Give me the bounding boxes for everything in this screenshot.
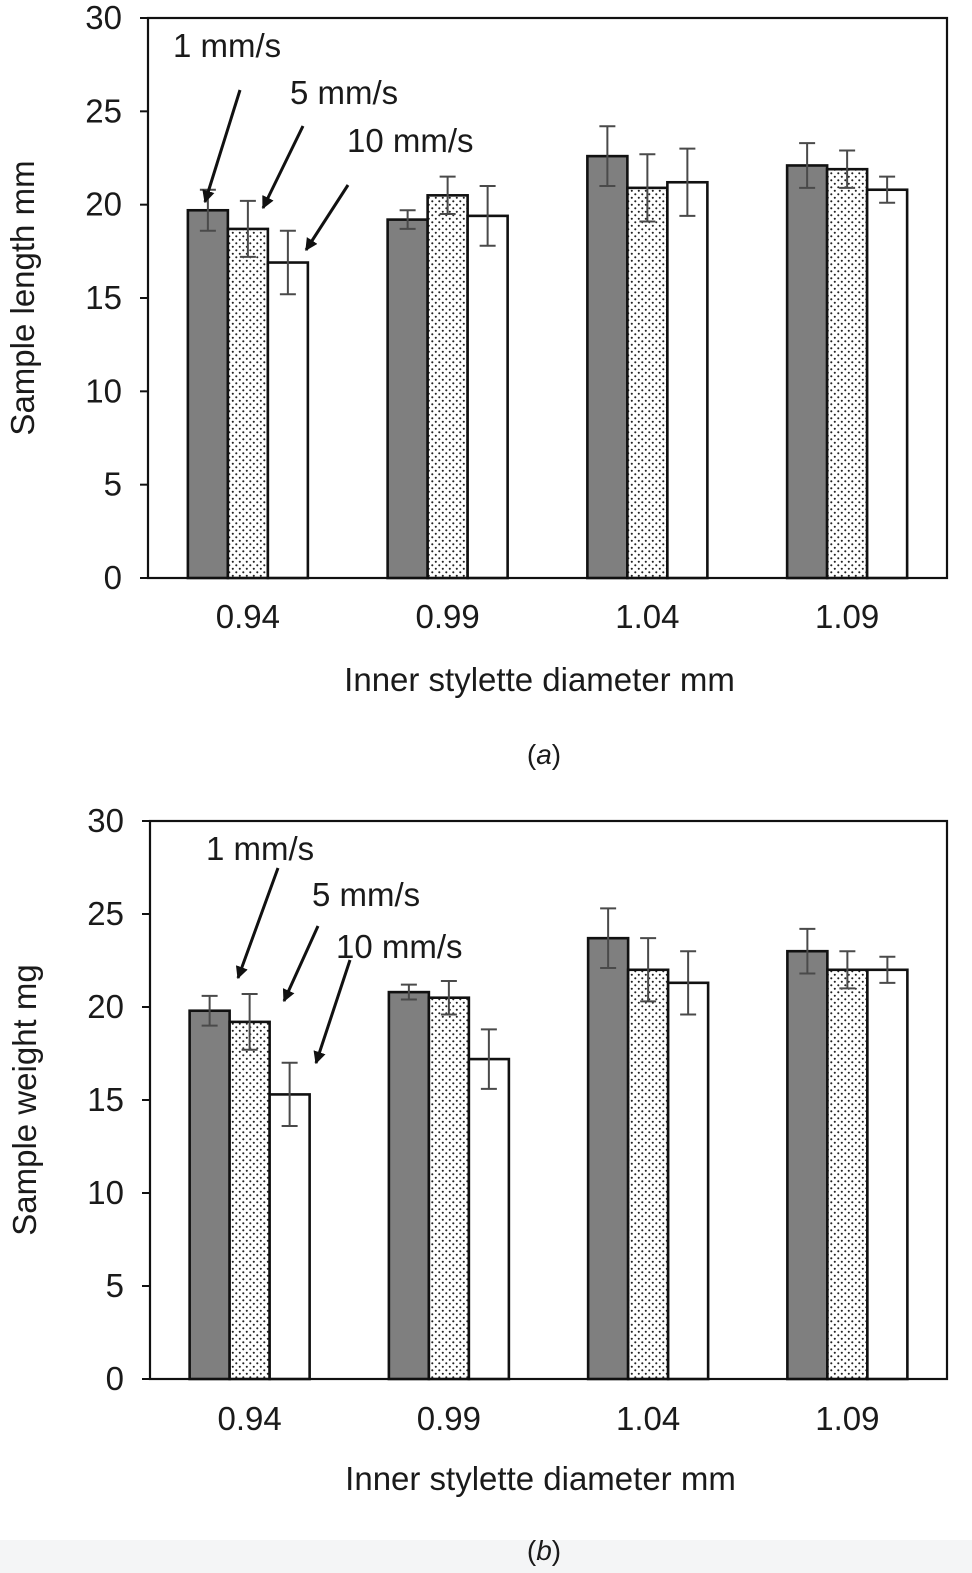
x-tick-label: 0.94: [216, 598, 280, 635]
x-tick-label: 1.09: [815, 598, 879, 635]
bar-10mm-per-s-1.09: [865, 188, 909, 580]
bar-5mm-per-s-1.09: [826, 968, 869, 1381]
y-axis-title: Sample weight mg: [6, 964, 43, 1235]
bar-5mm-per-s-0.99: [426, 194, 469, 580]
annotation-arrow: [202, 89, 242, 204]
x-tick-label: 1.04: [615, 598, 679, 635]
bar-10mm-per-s-0.94: [266, 261, 310, 580]
y-tick-label: 20: [87, 988, 124, 1025]
panel-caption: (b): [527, 1535, 561, 1566]
panel-b: 0 5 10 15 20 25 30 0.94 0.99 1.04 1.09 Inner stylet…: [6, 802, 949, 1566]
x-tick-label: 1.09: [815, 1400, 879, 1437]
bar-10mm-per-s-1.04: [666, 981, 710, 1381]
y-tick-label: 30: [85, 0, 122, 36]
y-tick-label: 5: [106, 1267, 124, 1304]
bar-1mm-per-s-1.09: [785, 164, 829, 580]
bar-1mm-per-s-1.09: [786, 949, 829, 1381]
annotation-label: 1 mm/s: [173, 27, 281, 64]
y-tick-label: 20: [85, 186, 122, 223]
bar-1mm-per-s-0.99: [386, 218, 429, 580]
bar-5mm-per-s-0.94: [228, 1020, 271, 1381]
x-tick-label: 0.94: [218, 1400, 282, 1437]
y-tick-label: 30: [87, 802, 124, 839]
annotation-label: 1 mm/s: [206, 830, 314, 867]
bar-1mm-per-s-0.94: [188, 1009, 231, 1381]
bar-1mm-per-s-1.04: [586, 936, 630, 1381]
bar-10mm-per-s-1.04: [666, 180, 709, 580]
annotation-label: 5 mm/s: [312, 876, 420, 913]
bar-5mm-per-s-0.99: [427, 996, 471, 1381]
annotation-label: 5 mm/s: [290, 74, 398, 111]
annotation-arrow: [235, 867, 280, 980]
y-tick-label: 5: [104, 466, 122, 503]
x-axis-title: Inner stylette diameter mm: [344, 661, 735, 698]
y-axis-title: Sample length mm: [4, 160, 41, 435]
annotation-arrow: [313, 959, 352, 1065]
bar-10mm-per-s-0.99: [466, 214, 509, 580]
y-tick-label: 25: [85, 92, 122, 129]
bar-5mm-per-s-0.94: [226, 227, 270, 580]
panel-caption: (a): [527, 739, 561, 770]
x-axis-title: Inner stylette diameter mm: [345, 1460, 736, 1497]
bar-5mm-per-s-1.09: [825, 167, 869, 580]
annotation-arrow: [261, 125, 305, 210]
y-tick-label: 0: [106, 1360, 124, 1397]
bar-1mm-per-s-1.04: [586, 154, 629, 580]
bar-10mm-per-s-0.99: [467, 1057, 511, 1381]
annotation-arrow: [304, 184, 350, 252]
y-tick-label: 15: [85, 279, 122, 316]
annotation-arrow: [282, 925, 320, 1003]
caption-paren-close: ): [552, 1535, 561, 1566]
annotation-label: 10 mm/s: [336, 928, 463, 965]
bar-1mm-per-s-0.94: [186, 208, 230, 580]
footer-strip: [0, 1540, 972, 1573]
caption-paren-open: (: [527, 1535, 537, 1566]
y-tick-label: 0: [104, 559, 122, 596]
bar-10mm-per-s-1.09: [866, 968, 909, 1381]
x-tick-label: 0.99: [416, 598, 480, 635]
x-tick-label: 0.99: [417, 1400, 481, 1437]
caption-paren-close: ): [552, 739, 561, 770]
annotation-label: 10 mm/s: [347, 122, 474, 159]
caption-letter: a: [536, 739, 552, 770]
y-tick-label: 10: [85, 372, 122, 409]
y-tick-label: 25: [87, 895, 124, 932]
caption-paren-open: (: [527, 739, 537, 770]
bar-5mm-per-s-1.04: [626, 186, 669, 580]
bar-1mm-per-s-0.99: [387, 990, 431, 1381]
panel-a: 0 5 10 15 20 25 30 0.94 0.99 1.04 1.09 Inner stylet…: [4, 0, 949, 770]
x-tick-label: 1.04: [616, 1400, 680, 1437]
caption-letter: b: [536, 1535, 552, 1566]
bar-10mm-per-s-0.94: [268, 1093, 311, 1381]
bar-5mm-per-s-1.04: [626, 968, 670, 1381]
y-tick-label: 15: [87, 1081, 124, 1118]
y-tick-label: 10: [87, 1174, 124, 1211]
